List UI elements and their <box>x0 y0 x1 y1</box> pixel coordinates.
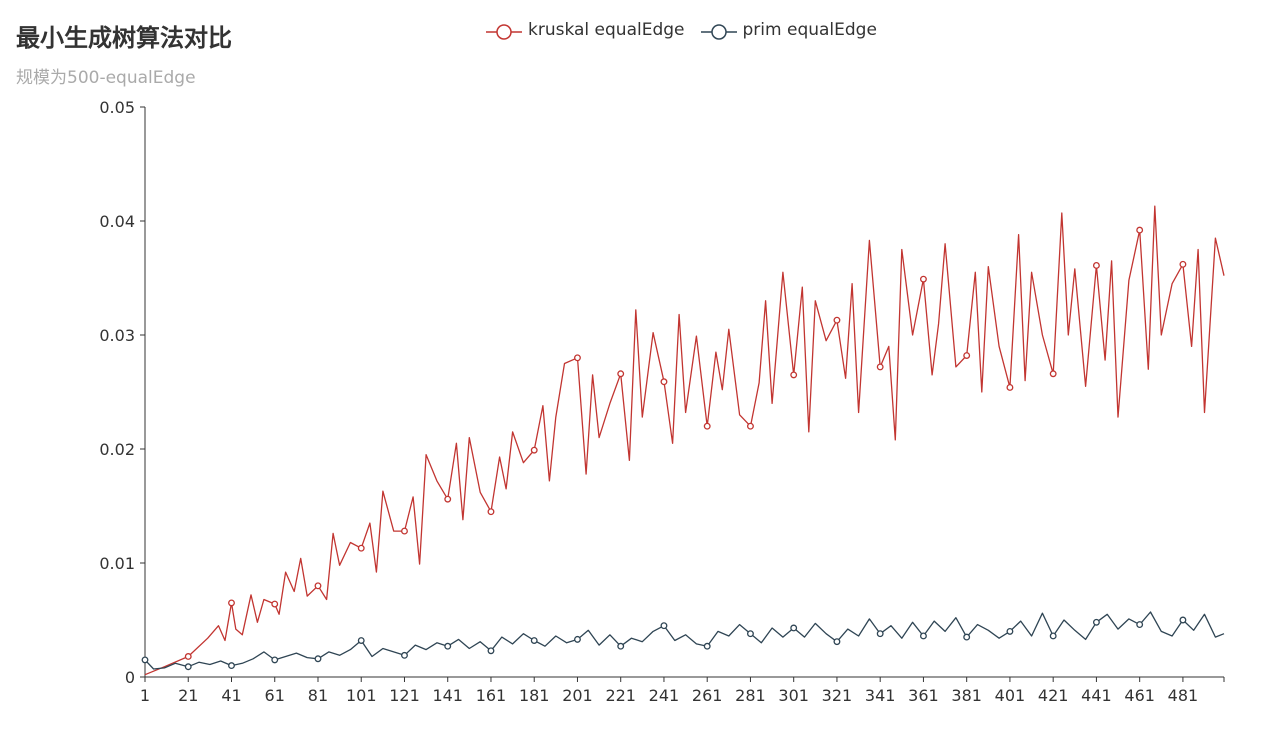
series-point-0[interactable] <box>876 363 884 371</box>
series-markers <box>141 226 1187 671</box>
x-tick-label: 1 <box>140 686 150 705</box>
x-tick-label: 481 <box>1168 686 1199 705</box>
x-tick-label: 441 <box>1081 686 1112 705</box>
series-point-0[interactable] <box>617 370 625 378</box>
series-point-0[interactable] <box>660 378 668 386</box>
axes: 00.010.020.030.040.051 21 41 61 81 101 121 141 1… <box>99 98 1225 705</box>
x-tick-label: 201 <box>562 686 593 705</box>
series-point-0[interactable] <box>271 600 279 608</box>
series-point-1[interactable] <box>530 637 538 644</box>
x-tick-label: 161 <box>476 686 507 705</box>
series-point-1[interactable] <box>1006 627 1014 635</box>
legend-item-kruskal[interactable]: kruskal equalEdge <box>486 20 685 40</box>
series-point-0[interactable] <box>1006 383 1014 391</box>
x-tick-label: 101 <box>346 686 377 705</box>
series-point-1[interactable] <box>703 642 711 650</box>
x-tick-label: 241 <box>649 686 680 705</box>
series-point-0[interactable] <box>1136 226 1144 234</box>
series-point-1[interactable] <box>401 651 408 659</box>
series-point-0[interactable] <box>833 316 841 324</box>
series-point-1[interactable] <box>1136 621 1144 629</box>
series-point-0[interactable] <box>963 352 971 359</box>
legend-label-prim: prim equalEdge <box>742 20 877 40</box>
y-tick-label: 0.03 <box>99 326 135 345</box>
series-point-1[interactable] <box>1092 618 1100 626</box>
series-point-0[interactable] <box>357 544 365 552</box>
series-point-1[interactable] <box>1179 616 1187 624</box>
series-point-0[interactable] <box>574 354 581 362</box>
series-point-1[interactable] <box>228 662 235 670</box>
x-tick-label: 121 <box>389 686 420 705</box>
series-point-0[interactable] <box>703 422 711 430</box>
series-point-1[interactable] <box>747 630 754 638</box>
series-point-0[interactable] <box>1179 260 1187 268</box>
x-tick-label: 461 <box>1124 686 1155 705</box>
series-point-1[interactable] <box>919 632 927 640</box>
x-tick-label: 381 <box>951 686 982 705</box>
series-point-1[interactable] <box>617 642 625 650</box>
legend-label-kruskal: kruskal equalEdge <box>528 20 685 40</box>
series-point-0[interactable] <box>228 599 235 607</box>
series-point-1[interactable] <box>1049 632 1057 640</box>
legend-line-circle-icon <box>700 24 737 40</box>
series-point-0[interactable] <box>747 422 754 430</box>
x-tick-label: 221 <box>605 686 636 705</box>
x-tick-label: 421 <box>1038 686 1069 705</box>
series-point-1[interactable] <box>357 637 365 644</box>
series-point-1[interactable] <box>271 656 279 664</box>
series-point-1[interactable] <box>963 633 971 641</box>
x-tick-label: 81 <box>308 686 328 705</box>
y-tick-label: 0.01 <box>99 554 135 573</box>
legend: kruskal equalEdge prim equalEdge <box>486 20 893 40</box>
series-point-1[interactable] <box>876 630 884 638</box>
series-point-1[interactable] <box>833 638 841 646</box>
y-tick-label: 0.04 <box>99 212 135 231</box>
series-line-1 <box>144 611 1225 670</box>
series-point-0[interactable] <box>1092 262 1100 269</box>
series-line-0 <box>144 205 1225 676</box>
series-point-0[interactable] <box>487 508 495 516</box>
x-tick-label: 181 <box>519 686 550 705</box>
legend-line-circle-icon <box>486 24 522 40</box>
chart-title: 最小生成树算法对比 <box>16 24 232 52</box>
x-tick-label: 61 <box>265 686 285 705</box>
x-tick-label: 361 <box>908 686 939 705</box>
series-lines <box>144 205 1225 676</box>
series-point-1[interactable] <box>487 647 495 655</box>
series-point-0[interactable] <box>1049 370 1057 378</box>
chart-subtitle: 规模为500-equalEdge <box>16 68 196 88</box>
legend-item-prim[interactable]: prim equalEdge <box>700 20 877 40</box>
series-point-0[interactable] <box>530 446 538 454</box>
series-point-0[interactable] <box>401 527 408 535</box>
series-point-0[interactable] <box>184 653 192 660</box>
series-point-0[interactable] <box>444 495 452 503</box>
x-tick-label: 261 <box>692 686 723 705</box>
series-point-1[interactable] <box>314 655 322 663</box>
x-tick-label: 41 <box>221 686 241 705</box>
x-tick-label: 141 <box>432 686 463 705</box>
series-point-0[interactable] <box>314 582 322 590</box>
x-tick-label: 341 <box>865 686 896 705</box>
series-point-1[interactable] <box>574 635 581 643</box>
series-point-1[interactable] <box>444 642 452 650</box>
x-tick-label: 21 <box>178 686 198 705</box>
y-tick-label: 0.05 <box>99 98 135 117</box>
series-point-1[interactable] <box>790 624 798 632</box>
x-tick-label: 321 <box>822 686 853 705</box>
series-point-1[interactable] <box>660 622 668 630</box>
y-tick-label: 0.02 <box>99 440 135 459</box>
x-tick-label: 301 <box>778 686 809 705</box>
x-tick-label: 281 <box>735 686 766 705</box>
series-point-1[interactable] <box>141 656 149 664</box>
series-point-1[interactable] <box>184 663 192 671</box>
y-tick-label: 0 <box>125 668 135 687</box>
series-point-0[interactable] <box>790 371 798 379</box>
series-point-0[interactable] <box>919 275 927 283</box>
x-tick-label: 401 <box>995 686 1026 705</box>
